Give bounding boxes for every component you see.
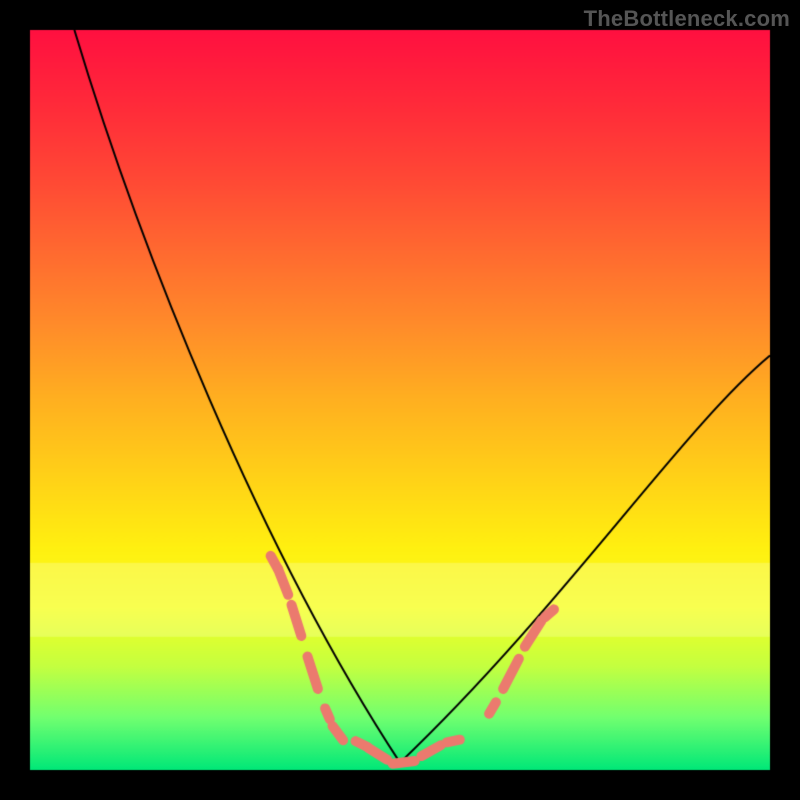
figure-root: TheBottleneck.com: [0, 0, 800, 800]
watermark-text: TheBottleneck.com: [584, 6, 790, 32]
bottleneck-chart-canvas: [0, 0, 800, 800]
